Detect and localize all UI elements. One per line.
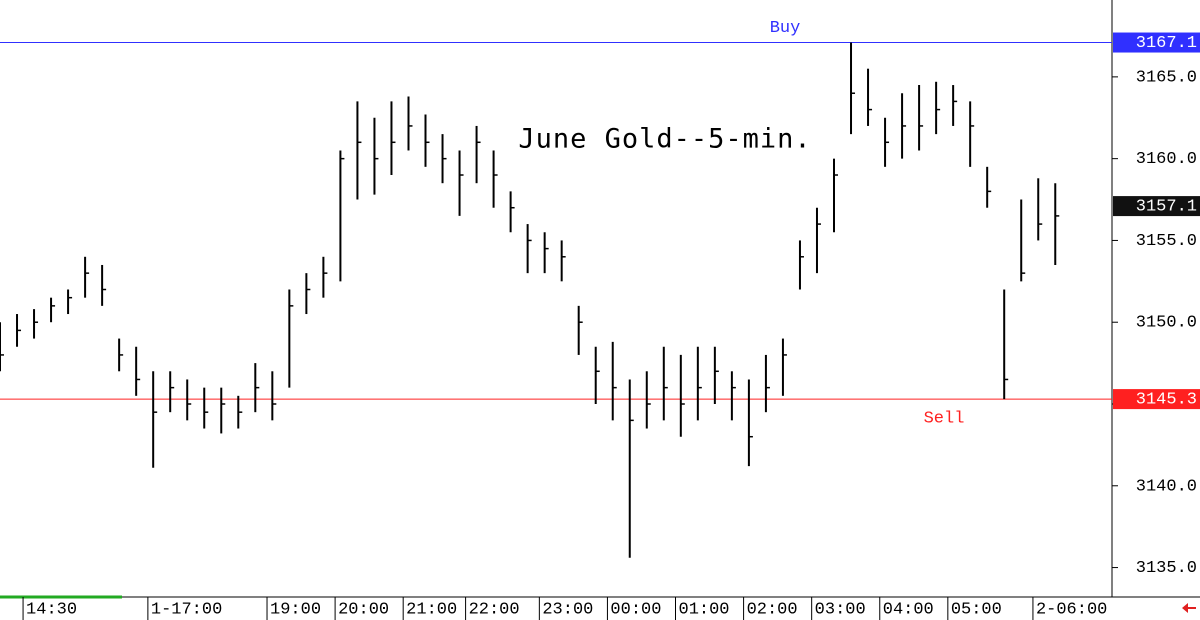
scroll-arrow[interactable] bbox=[1182, 603, 1196, 613]
x-tick-label: 01:00 bbox=[679, 600, 730, 619]
level-price-label: 3145.3 bbox=[1136, 391, 1197, 410]
x-tick-label: 14:30 bbox=[26, 600, 77, 619]
x-tick-label: 19:00 bbox=[270, 600, 321, 619]
level-label: Sell bbox=[924, 410, 965, 429]
chart-title: June Gold--5-min. bbox=[518, 124, 811, 155]
y-tick-label: 3160.0 bbox=[1136, 150, 1197, 169]
x-tick-label: 1-17:00 bbox=[151, 600, 222, 619]
x-tick-label: 2-06:00 bbox=[1036, 600, 1107, 619]
x-tick-label: 00:00 bbox=[610, 600, 661, 619]
y-tick-label: 3135.0 bbox=[1136, 559, 1197, 578]
level-price-label: 3167.1 bbox=[1136, 34, 1197, 53]
level-label: Buy bbox=[770, 19, 801, 38]
x-tick-label: 02:00 bbox=[747, 600, 798, 619]
x-tick-label: 23:00 bbox=[542, 600, 593, 619]
y-tick-label: 3165.0 bbox=[1136, 68, 1197, 87]
last-price-box bbox=[1113, 196, 1200, 217]
x-tick-label: 04:00 bbox=[883, 600, 934, 619]
x-tick-label: 05:00 bbox=[951, 600, 1002, 619]
y-tick-label: 3150.0 bbox=[1136, 314, 1197, 333]
x-tick-label: 22:00 bbox=[469, 600, 520, 619]
y-tick-label: 3155.0 bbox=[1136, 232, 1197, 251]
level-price-box bbox=[1113, 389, 1200, 410]
x-tick-label: 03:00 bbox=[815, 600, 866, 619]
level-price-box bbox=[1113, 32, 1200, 53]
x-tick-label: 21:00 bbox=[406, 600, 457, 619]
y-tick-label: 3140.0 bbox=[1136, 477, 1197, 496]
x-tick-label: 20:00 bbox=[338, 600, 389, 619]
last-price-label: 3157.1 bbox=[1136, 198, 1197, 217]
